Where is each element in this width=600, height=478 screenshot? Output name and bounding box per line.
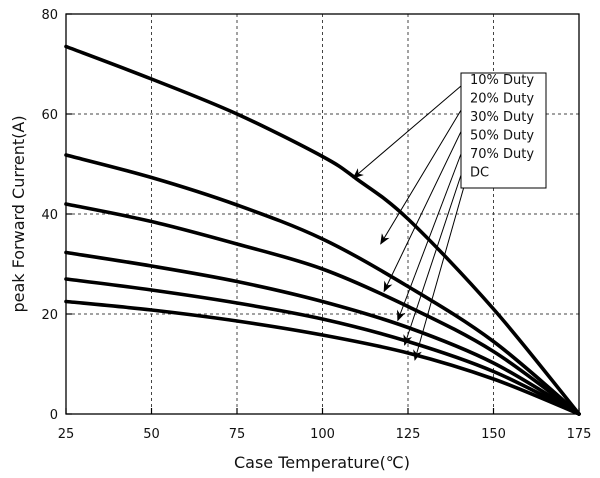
legend-entry: 50% Duty: [470, 129, 534, 144]
axis-tick-labels: 25 50 75 100 125 150 175 0 20 40 60 80: [41, 8, 591, 442]
legend-entry: 20% Duty: [470, 92, 534, 107]
x-tick-label: 50: [143, 427, 160, 442]
legend-entry: 70% Duty: [470, 147, 534, 162]
series-line-1: [64, 44, 581, 416]
series-line-4: [64, 250, 581, 416]
annotation-arrow: [380, 98, 469, 245]
annotation-arrow: [413, 172, 469, 361]
axis-ticks: [65, 13, 580, 415]
series-lines: [64, 44, 581, 416]
series-line-3: [64, 202, 581, 416]
series-line-2: [64, 153, 581, 416]
x-tick-label: 150: [481, 427, 506, 442]
y-axis-label: peak Forward Current(A): [9, 115, 28, 312]
x-tick-label: 100: [310, 427, 335, 442]
x-tick-label: 125: [396, 427, 421, 442]
y-tick-label: 80: [41, 8, 58, 23]
legend-entry: 10% Duty: [470, 73, 534, 88]
series-line-6: [64, 299, 581, 416]
annotation-arrow: [397, 135, 469, 322]
y-tick-label: 60: [41, 108, 58, 123]
legend: 10% Duty 20% Duty 30% Duty 50% Duty 70% Duty…: [460, 72, 547, 189]
legend-entries: 10% Duty 20% Duty 30% Duty 50% Duty 70% Duty…: [470, 73, 534, 181]
y-tick-label: 20: [41, 308, 58, 323]
y-tick-label: 40: [41, 208, 58, 223]
series-line-5: [64, 277, 581, 416]
annotation-arrows: [352, 79, 469, 361]
legend-entry: DC: [470, 166, 489, 181]
legend-entry: 30% Duty: [470, 110, 534, 125]
annotation-arrow: [403, 153, 469, 346]
legend-frame: [460, 72, 547, 189]
y-tick-label: 0: [50, 408, 58, 423]
x-tick-label: 75: [229, 427, 246, 442]
annotation-arrow: [383, 116, 469, 293]
x-tick-label: 175: [567, 427, 592, 442]
x-tick-label: 25: [58, 427, 75, 442]
annotation-arrow: [352, 79, 469, 179]
x-axis-label: Case Temperature(℃): [234, 453, 410, 472]
